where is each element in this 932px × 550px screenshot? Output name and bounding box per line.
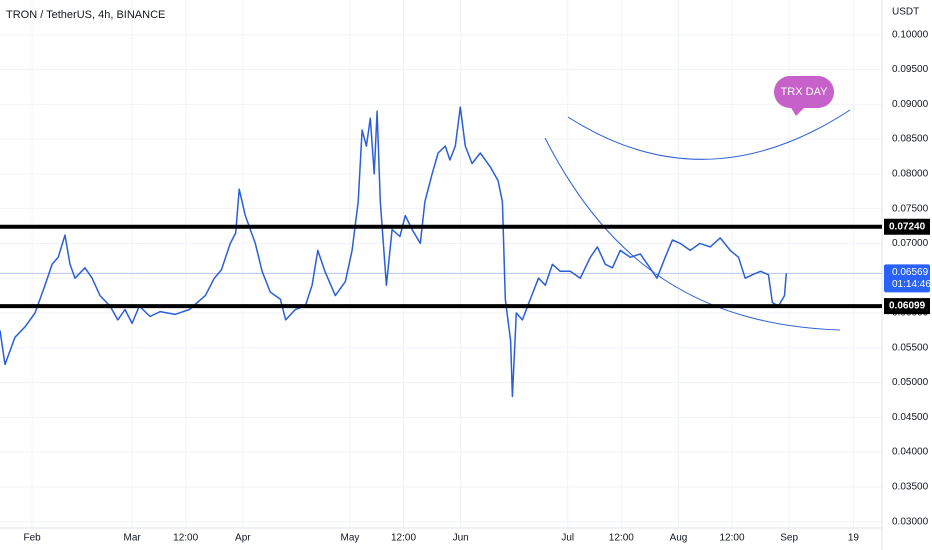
- x-tick-label: 19: [848, 533, 860, 544]
- y-tick-label: 0.04500: [892, 412, 929, 423]
- y-tick-label: 0.03000: [892, 516, 929, 527]
- y-tick-label: 0.08000: [892, 169, 929, 180]
- y-tick-label: 0.10000: [892, 29, 929, 40]
- last-price-box: [884, 264, 930, 293]
- bubble: [774, 76, 834, 108]
- x-tick-label: 12:00: [609, 533, 634, 544]
- level-label-box: [884, 298, 930, 315]
- last-price-label: 0.06569: [892, 267, 929, 278]
- y-tick-label: 0.03500: [892, 482, 929, 493]
- grid: [0, 0, 882, 528]
- x-tick-label: 12:00: [173, 533, 198, 544]
- level-label: 0.07240: [889, 221, 926, 232]
- bubble-tail: [790, 106, 806, 116]
- x-tick-label: Feb: [24, 533, 42, 544]
- arc-drawing: [567, 109, 851, 160]
- chart-title: TRON / TetherUS, 4h, BINANCE: [6, 9, 165, 21]
- x-tick-label: May: [340, 533, 359, 544]
- x-tick-label: 12:00: [391, 533, 416, 544]
- y-tick-label: 0.05500: [892, 342, 929, 353]
- x-tick-label: Jun: [453, 533, 469, 544]
- level-label: 0.06099: [889, 301, 926, 312]
- y-tick-label: 0.04000: [892, 447, 929, 458]
- y-tick-label: 0.09000: [892, 99, 929, 110]
- x-tick-label: 12:00: [720, 533, 745, 544]
- arc-drawing: [544, 137, 841, 331]
- y-axis-label: USDT: [892, 7, 919, 18]
- y-tick-label: 0.08500: [892, 134, 929, 145]
- y-tick-label: 0.05000: [892, 377, 929, 388]
- x-tick-label: Mar: [124, 533, 142, 544]
- y-tick-label: 0.09500: [892, 64, 929, 75]
- y-tick-label: 0.07000: [892, 238, 929, 249]
- x-tick-label: Sep: [780, 533, 798, 544]
- level-label-box: [884, 218, 930, 235]
- countdown-label: 01:14:46: [892, 279, 931, 290]
- y-tick-label: 0.07500: [892, 203, 929, 214]
- x-tick-label: Apr: [235, 533, 251, 544]
- x-tick-label: Jul: [561, 533, 574, 544]
- price-line: [0, 106, 788, 398]
- x-tick-label: Aug: [670, 533, 688, 544]
- annotation-bubble: TRX DAY: [774, 76, 834, 116]
- annotation-text: TRX DAY: [781, 86, 829, 98]
